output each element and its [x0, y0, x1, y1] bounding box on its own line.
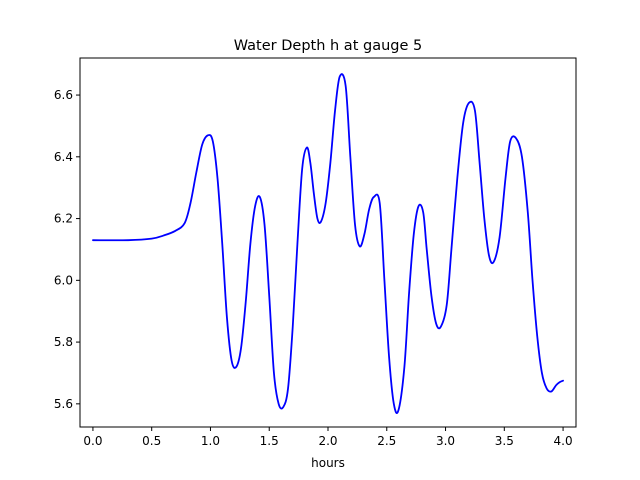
x-tick-label: 4.0	[554, 434, 573, 448]
y-tick-label: 5.8	[54, 335, 73, 349]
axes-frame	[79, 57, 577, 428]
x-axis: 0.0 0.5 1.0 1.5 2.0 2.5 3.0 3.5 4.0	[83, 427, 573, 448]
chart-title: Water Depth h at gauge 5	[234, 38, 422, 54]
x-tick-label: 3.0	[436, 434, 455, 448]
x-tick-label: 2.0	[318, 434, 337, 448]
x-tick-label: 1.5	[260, 434, 279, 448]
plot-area	[92, 73, 564, 414]
x-axis-label: hours	[311, 456, 345, 470]
y-tick-label: 5.6	[54, 397, 73, 411]
y-tick-label: 6.6	[54, 88, 73, 102]
series-line	[92, 73, 564, 414]
x-tick-label: 1.0	[201, 434, 220, 448]
x-tick-label: 0.5	[142, 434, 161, 448]
y-tick-label: 6.0	[54, 273, 73, 287]
y-tick-label: 6.4	[54, 150, 73, 164]
y-axis: 5.6 5.8 6.0 6.2 6.4 6.6	[54, 88, 80, 411]
x-tick-label: 0.0	[83, 434, 102, 448]
x-tick-label: 3.5	[495, 434, 514, 448]
x-tick-label: 2.5	[377, 434, 396, 448]
y-tick-label: 6.2	[54, 212, 73, 226]
